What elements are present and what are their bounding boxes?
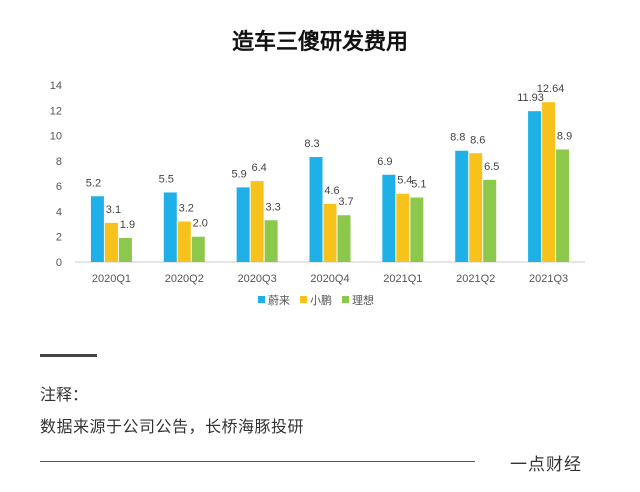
- data-label: 5.5: [159, 173, 174, 185]
- legend-swatch: [258, 296, 265, 303]
- data-label: 1.9: [120, 219, 135, 231]
- bar-蔚来: [236, 187, 250, 262]
- divider-long: [40, 461, 475, 462]
- data-label: 5.2: [86, 177, 101, 189]
- bar-理想: [556, 149, 570, 262]
- y-tick-label: 4: [56, 206, 62, 218]
- data-label: 3.7: [338, 196, 353, 208]
- y-tick-label: 2: [56, 232, 62, 244]
- data-label: 5.4: [397, 175, 412, 187]
- bar-小鹏: [250, 181, 264, 262]
- y-tick-label: 0: [56, 257, 62, 269]
- data-label: 3.1: [106, 204, 121, 216]
- data-label: 5.9: [231, 168, 246, 180]
- chart-title: 造车三傻研发费用: [231, 30, 408, 55]
- bar-蔚来: [382, 174, 396, 262]
- data-label: 3.3: [265, 201, 280, 213]
- data-label: 6.9: [377, 156, 392, 168]
- data-label: 11.93: [517, 92, 544, 104]
- x-tick-label: 2021Q2: [456, 273, 495, 285]
- legend-label: 理想: [352, 293, 374, 307]
- bar-理想: [410, 197, 424, 262]
- bar-小鹏: [542, 102, 556, 263]
- note-text: 数据来源于公司公告，长桥海豚投研: [40, 417, 305, 436]
- x-tick-label: 2021Q3: [529, 273, 568, 285]
- bar-小鹏: [104, 222, 118, 262]
- divider-short: [40, 354, 97, 357]
- bar-蔚来: [163, 192, 177, 262]
- data-label: 6.5: [484, 161, 499, 173]
- data-label: 8.9: [557, 130, 572, 142]
- bar-蔚来: [455, 150, 469, 262]
- legend-swatch: [342, 296, 349, 303]
- x-tick-label: 2020Q2: [165, 273, 204, 285]
- bar-理想: [483, 179, 497, 262]
- data-label: 8.6: [470, 134, 485, 146]
- legend-label: 蔚来: [268, 294, 290, 307]
- y-tick-label: 12: [50, 105, 62, 117]
- bar-理想: [264, 220, 278, 262]
- x-tick-label: 2020Q1: [92, 273, 131, 285]
- bar-小鹏: [396, 193, 410, 262]
- data-label: 8.3: [304, 138, 319, 150]
- bar-小鹏: [177, 221, 191, 262]
- y-tick-label: 14: [50, 80, 62, 92]
- bar-chart: 0 2 4 6 8 10 12 14 2020Q1 5.2 3.1 1.9 2020Q2 5.5 3.2 2.…: [50, 80, 585, 307]
- data-label: 2.0: [193, 218, 208, 230]
- bar-蔚来: [528, 111, 542, 262]
- y-tick-label: 10: [50, 131, 62, 143]
- x-tick-label: 2020Q4: [310, 273, 349, 285]
- y-tick-label: 8: [56, 156, 62, 168]
- data-label: 6.4: [251, 162, 266, 174]
- y-tick-label: 6: [56, 181, 62, 193]
- data-label: 3.2: [179, 203, 194, 215]
- note-label: 注释：: [40, 385, 89, 404]
- bar-理想: [337, 215, 351, 262]
- brand-label: 一点财经: [510, 455, 582, 475]
- data-label: 5.1: [411, 179, 426, 191]
- data-label: 12.64: [537, 83, 565, 95]
- bar-小鹏: [469, 153, 483, 262]
- bar-理想: [118, 237, 132, 262]
- bar-蔚来: [309, 157, 323, 262]
- x-tick-label: 2020Q3: [238, 273, 277, 285]
- data-label: 4.6: [324, 185, 339, 197]
- x-tick-label: 2021Q1: [383, 273, 422, 285]
- bar-小鹏: [323, 203, 337, 262]
- bar-理想: [191, 236, 205, 262]
- bar-蔚来: [90, 196, 104, 262]
- legend-swatch: [300, 296, 307, 303]
- legend-label: 小鹏: [310, 294, 332, 307]
- data-label: 8.8: [450, 132, 465, 144]
